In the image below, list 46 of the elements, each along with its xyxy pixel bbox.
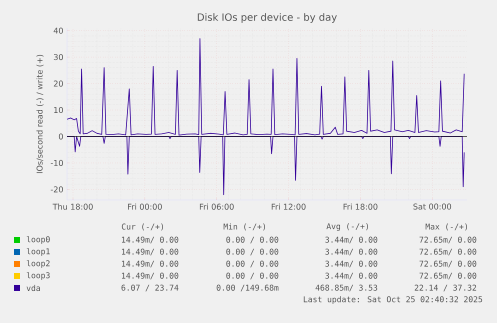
y-tick-label: 20 <box>54 80 63 87</box>
text: 72.65m/ 0.00 <box>420 236 476 244</box>
text: 0.00 / 0.00 <box>226 260 278 268</box>
legend-label: loop0 <box>26 236 50 244</box>
text: 0.00 / 0.00 <box>226 236 278 244</box>
text: Max (-/+) <box>426 223 468 231</box>
text: Cur (-/+) <box>122 223 164 231</box>
x-tick-label: Fri 12:00 <box>272 204 306 210</box>
text: Avg (-/+) <box>326 223 368 231</box>
text: 3.44m/ 0.00 <box>325 260 378 268</box>
line-series <box>67 38 465 136</box>
text: 3.44m/ 0.00 <box>325 236 378 244</box>
x-tick-label: Sat 00:00 <box>413 204 452 210</box>
text: 0.00 /149.68m <box>216 284 278 292</box>
text: 0.00 / 0.00 <box>226 248 278 256</box>
legend-label: vda <box>26 284 40 292</box>
legend-label: loop2 <box>26 260 50 268</box>
x-tick-label: Fri 00:00 <box>128 204 162 210</box>
y-tick-label: 40 <box>54 28 63 34</box>
x-tick-label: Thu 18:00 <box>52 204 93 210</box>
chart-title: Disk IOs per device - by day <box>198 13 337 23</box>
legend-label: loop3 <box>26 272 50 280</box>
text: 6.07 / 23.74 <box>122 284 178 292</box>
x-tick-label: Fri 18:00 <box>344 204 378 210</box>
text: 72.65m/ 0.00 <box>420 248 476 256</box>
text: 14.49m/ 0.00 <box>122 272 178 280</box>
text: 468.85m/ 3.53 <box>316 284 378 292</box>
text: 72.65m/ 0.00 <box>420 272 476 280</box>
text: 14.49m/ 0.00 <box>122 236 178 244</box>
y-tick-label: 0 <box>58 133 63 140</box>
y-tick-label: 30 <box>54 54 63 60</box>
text: 22.14 / 37.32 <box>414 284 476 292</box>
text: 3.44m/ 0.00 <box>325 272 378 280</box>
text: 14.49m/ 0.00 <box>122 248 178 256</box>
y-tick-label: -10 <box>50 160 63 166</box>
text: 0.00 / 0.00 <box>226 272 278 280</box>
text: 72.65m/ 0.00 <box>420 260 476 268</box>
text: 14.49m/ 0.00 <box>122 260 178 268</box>
y-tick-label: 10 <box>54 106 63 114</box>
y-axis-title: IOs/second read (-) / write (+) <box>36 54 44 174</box>
x-tick-label: Fri 06:00 <box>200 204 234 210</box>
text: Min (-/+) <box>224 223 266 231</box>
y-tick-label: -20 <box>50 186 63 192</box>
legend-label: loop1 <box>26 248 50 256</box>
text: Last update: Sat Oct 25 02:40:32 2025 <box>304 296 482 304</box>
text: 3.44m/ 0.00 <box>325 248 378 256</box>
